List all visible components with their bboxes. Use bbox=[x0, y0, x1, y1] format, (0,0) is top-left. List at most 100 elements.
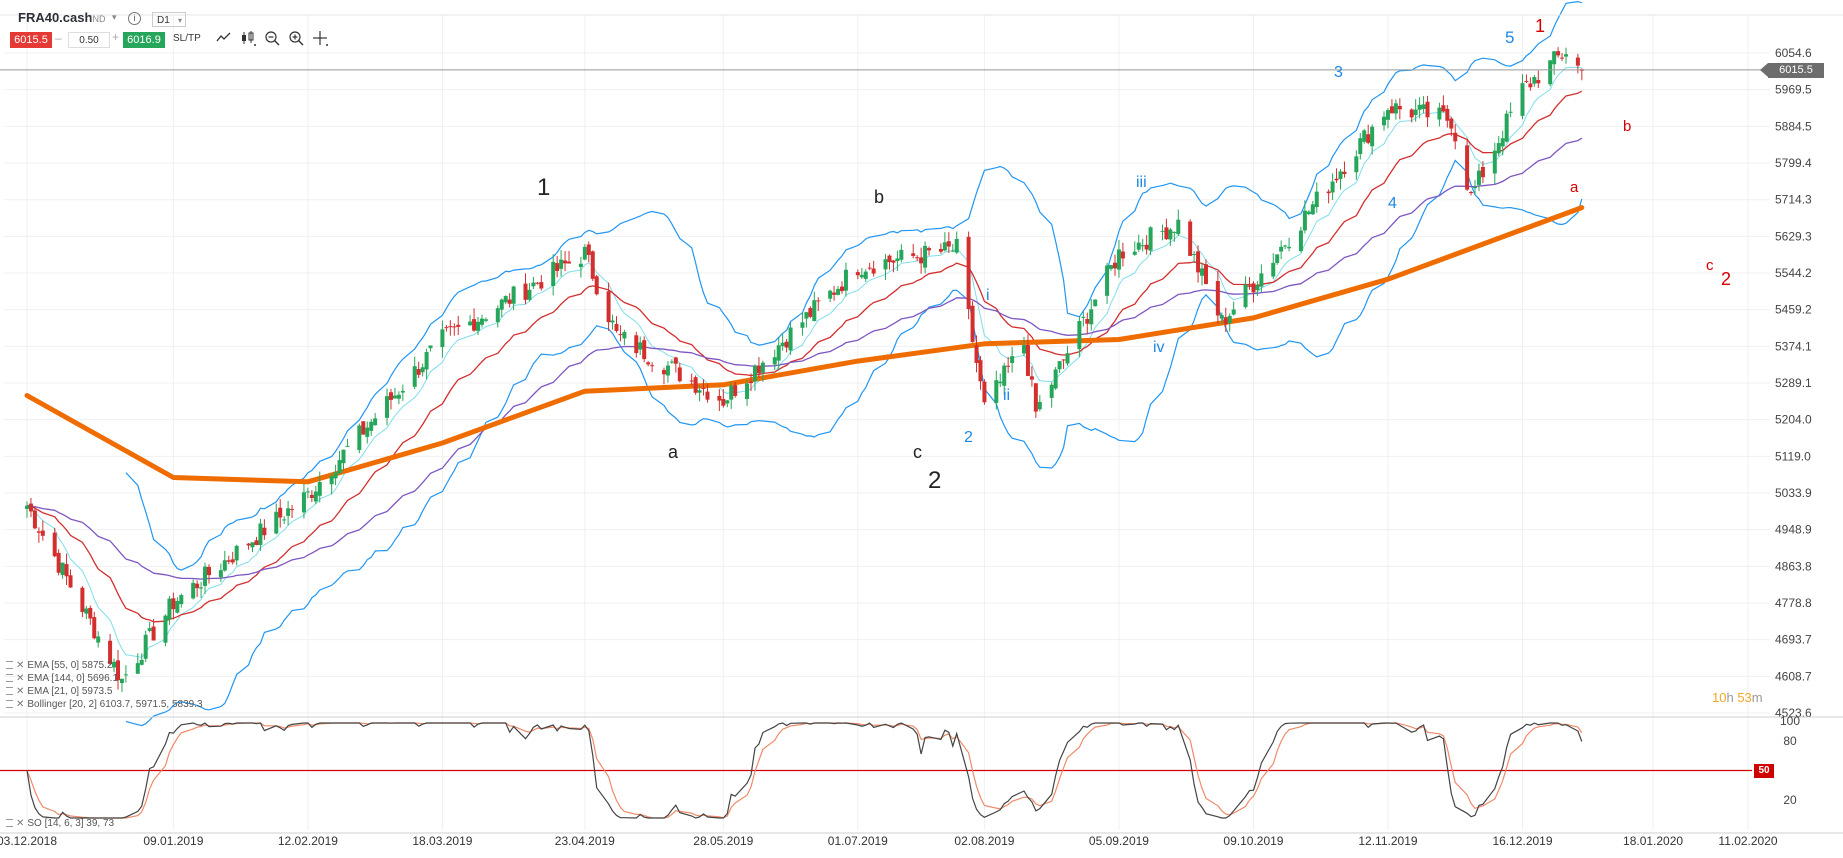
osc-level-label: 80 bbox=[1783, 734, 1797, 748]
candle-body bbox=[1192, 253, 1197, 255]
candle-body bbox=[400, 390, 405, 393]
candle-body bbox=[1500, 138, 1505, 147]
indicator-legend-stochastic[interactable]: ✕ SO [14, 6, 3] 39, 73 bbox=[6, 818, 114, 829]
candle-body bbox=[788, 327, 793, 351]
candle-body bbox=[1243, 284, 1248, 308]
close-icon[interactable]: ✕ bbox=[16, 699, 25, 710]
zoom-in-icon[interactable] bbox=[287, 30, 305, 48]
candle-body bbox=[278, 507, 283, 518]
candle-body bbox=[1144, 244, 1149, 250]
close-icon[interactable]: ✕ bbox=[16, 673, 25, 684]
candle-countdown: 10h 53m bbox=[1712, 690, 1763, 705]
candle-body bbox=[1330, 181, 1335, 193]
candle-body bbox=[313, 491, 318, 502]
candle-body bbox=[274, 511, 279, 534]
volume-decrease-button[interactable]: – bbox=[55, 31, 62, 45]
menu-icon[interactable] bbox=[6, 674, 13, 683]
symbol-title[interactable]: FRA40.cash bbox=[18, 10, 93, 25]
candle-body bbox=[1287, 246, 1292, 249]
candle-body bbox=[1492, 150, 1497, 174]
indicator-legend-bollinger[interactable]: ✕ Bollinger [20, 2] 6103.7, 5971.5, 5839.… bbox=[6, 699, 203, 710]
candle-body bbox=[1251, 283, 1256, 293]
candle-body bbox=[472, 319, 477, 331]
close-icon[interactable]: ✕ bbox=[16, 686, 25, 697]
timeframe-select[interactable]: D1 ▾ bbox=[152, 12, 186, 27]
zoom-out-icon[interactable] bbox=[263, 30, 281, 48]
candle-body bbox=[1136, 242, 1141, 250]
candle-body bbox=[966, 236, 971, 310]
candle-body bbox=[1575, 57, 1580, 66]
osc-level-label: 100 bbox=[1780, 714, 1800, 728]
candle-body bbox=[531, 282, 536, 287]
candle-body bbox=[784, 341, 789, 348]
volume-input[interactable]: 0.50 bbox=[68, 32, 110, 48]
candle-body bbox=[1504, 113, 1509, 142]
candle-body bbox=[163, 615, 168, 643]
wave-label-blue: 4 bbox=[1388, 195, 1397, 212]
candle-body bbox=[772, 357, 777, 365]
candle-body bbox=[938, 248, 943, 252]
candle-body bbox=[305, 491, 310, 493]
indicator-legend-ema21[interactable]: ✕ EMA [21, 0] 5973.5 bbox=[6, 686, 112, 697]
candle-body bbox=[594, 276, 599, 295]
candle-body bbox=[998, 381, 1003, 384]
candle-body bbox=[167, 598, 172, 620]
indicator-legend-ema144[interactable]: ✕ EMA [144, 0] 5696.1 bbox=[6, 673, 118, 684]
candle-body bbox=[804, 312, 809, 319]
menu-icon[interactable] bbox=[6, 661, 13, 670]
candle-body bbox=[108, 640, 113, 664]
candle-body bbox=[855, 272, 860, 276]
candles-icon[interactable] bbox=[239, 30, 257, 48]
candle-body bbox=[171, 598, 176, 610]
sl-tp-button[interactable]: SL/TP bbox=[173, 33, 201, 44]
candle-body bbox=[535, 282, 540, 284]
menu-icon[interactable] bbox=[6, 819, 13, 828]
info-icon[interactable]: i bbox=[128, 12, 141, 25]
candle-body bbox=[1219, 315, 1224, 319]
date-tick-label: 02.08.2019 bbox=[954, 834, 1014, 848]
menu-icon[interactable] bbox=[6, 700, 13, 709]
candle-body bbox=[309, 494, 314, 498]
line-chart-icon[interactable] bbox=[215, 30, 233, 48]
buy-button[interactable]: 6016.9 bbox=[123, 32, 165, 48]
close-icon[interactable]: ✕ bbox=[16, 818, 25, 829]
candle-body bbox=[511, 286, 516, 304]
candle-body bbox=[420, 367, 425, 373]
candle-body bbox=[1564, 54, 1569, 57]
candle-body bbox=[717, 395, 722, 401]
candle-body bbox=[725, 400, 730, 404]
close-icon[interactable]: ✕ bbox=[16, 660, 25, 671]
candle-body bbox=[1021, 345, 1026, 354]
candle-body bbox=[638, 342, 643, 350]
sell-button[interactable]: 6015.5 bbox=[10, 32, 52, 48]
indicator-legend-ema55[interactable]: ✕ EMA [55, 0] 5875.2 bbox=[6, 660, 112, 671]
menu-icon[interactable] bbox=[6, 687, 13, 696]
candle-body bbox=[282, 519, 287, 521]
candle-body bbox=[195, 583, 200, 589]
candle-body bbox=[1196, 251, 1201, 273]
candle-body bbox=[1334, 178, 1339, 181]
price-tick-label: 5033.9 bbox=[1775, 486, 1812, 500]
volume-increase-button[interactable]: + bbox=[112, 30, 120, 44]
candle-body bbox=[64, 564, 69, 577]
candle-body bbox=[424, 352, 429, 370]
candle-body bbox=[262, 527, 267, 536]
candle-body bbox=[448, 326, 453, 328]
candle-body bbox=[92, 617, 97, 639]
wave-label-blue: 2 bbox=[964, 429, 973, 446]
candle-body bbox=[1480, 166, 1485, 178]
crosshair-icon[interactable] bbox=[311, 30, 329, 48]
candle-body bbox=[234, 545, 239, 561]
candle-body bbox=[1160, 230, 1165, 232]
date-tick-label: 12.02.2019 bbox=[278, 834, 338, 848]
candle-body bbox=[1342, 171, 1347, 174]
chevron-down-icon[interactable]: ▾ bbox=[112, 12, 117, 22]
candle-body bbox=[507, 299, 512, 304]
ema-lines bbox=[24, 66, 1585, 658]
candle-body bbox=[115, 660, 120, 681]
candle-body bbox=[729, 385, 734, 400]
candle-body bbox=[978, 360, 983, 382]
candle-body bbox=[147, 628, 152, 631]
candle-body bbox=[396, 394, 401, 399]
